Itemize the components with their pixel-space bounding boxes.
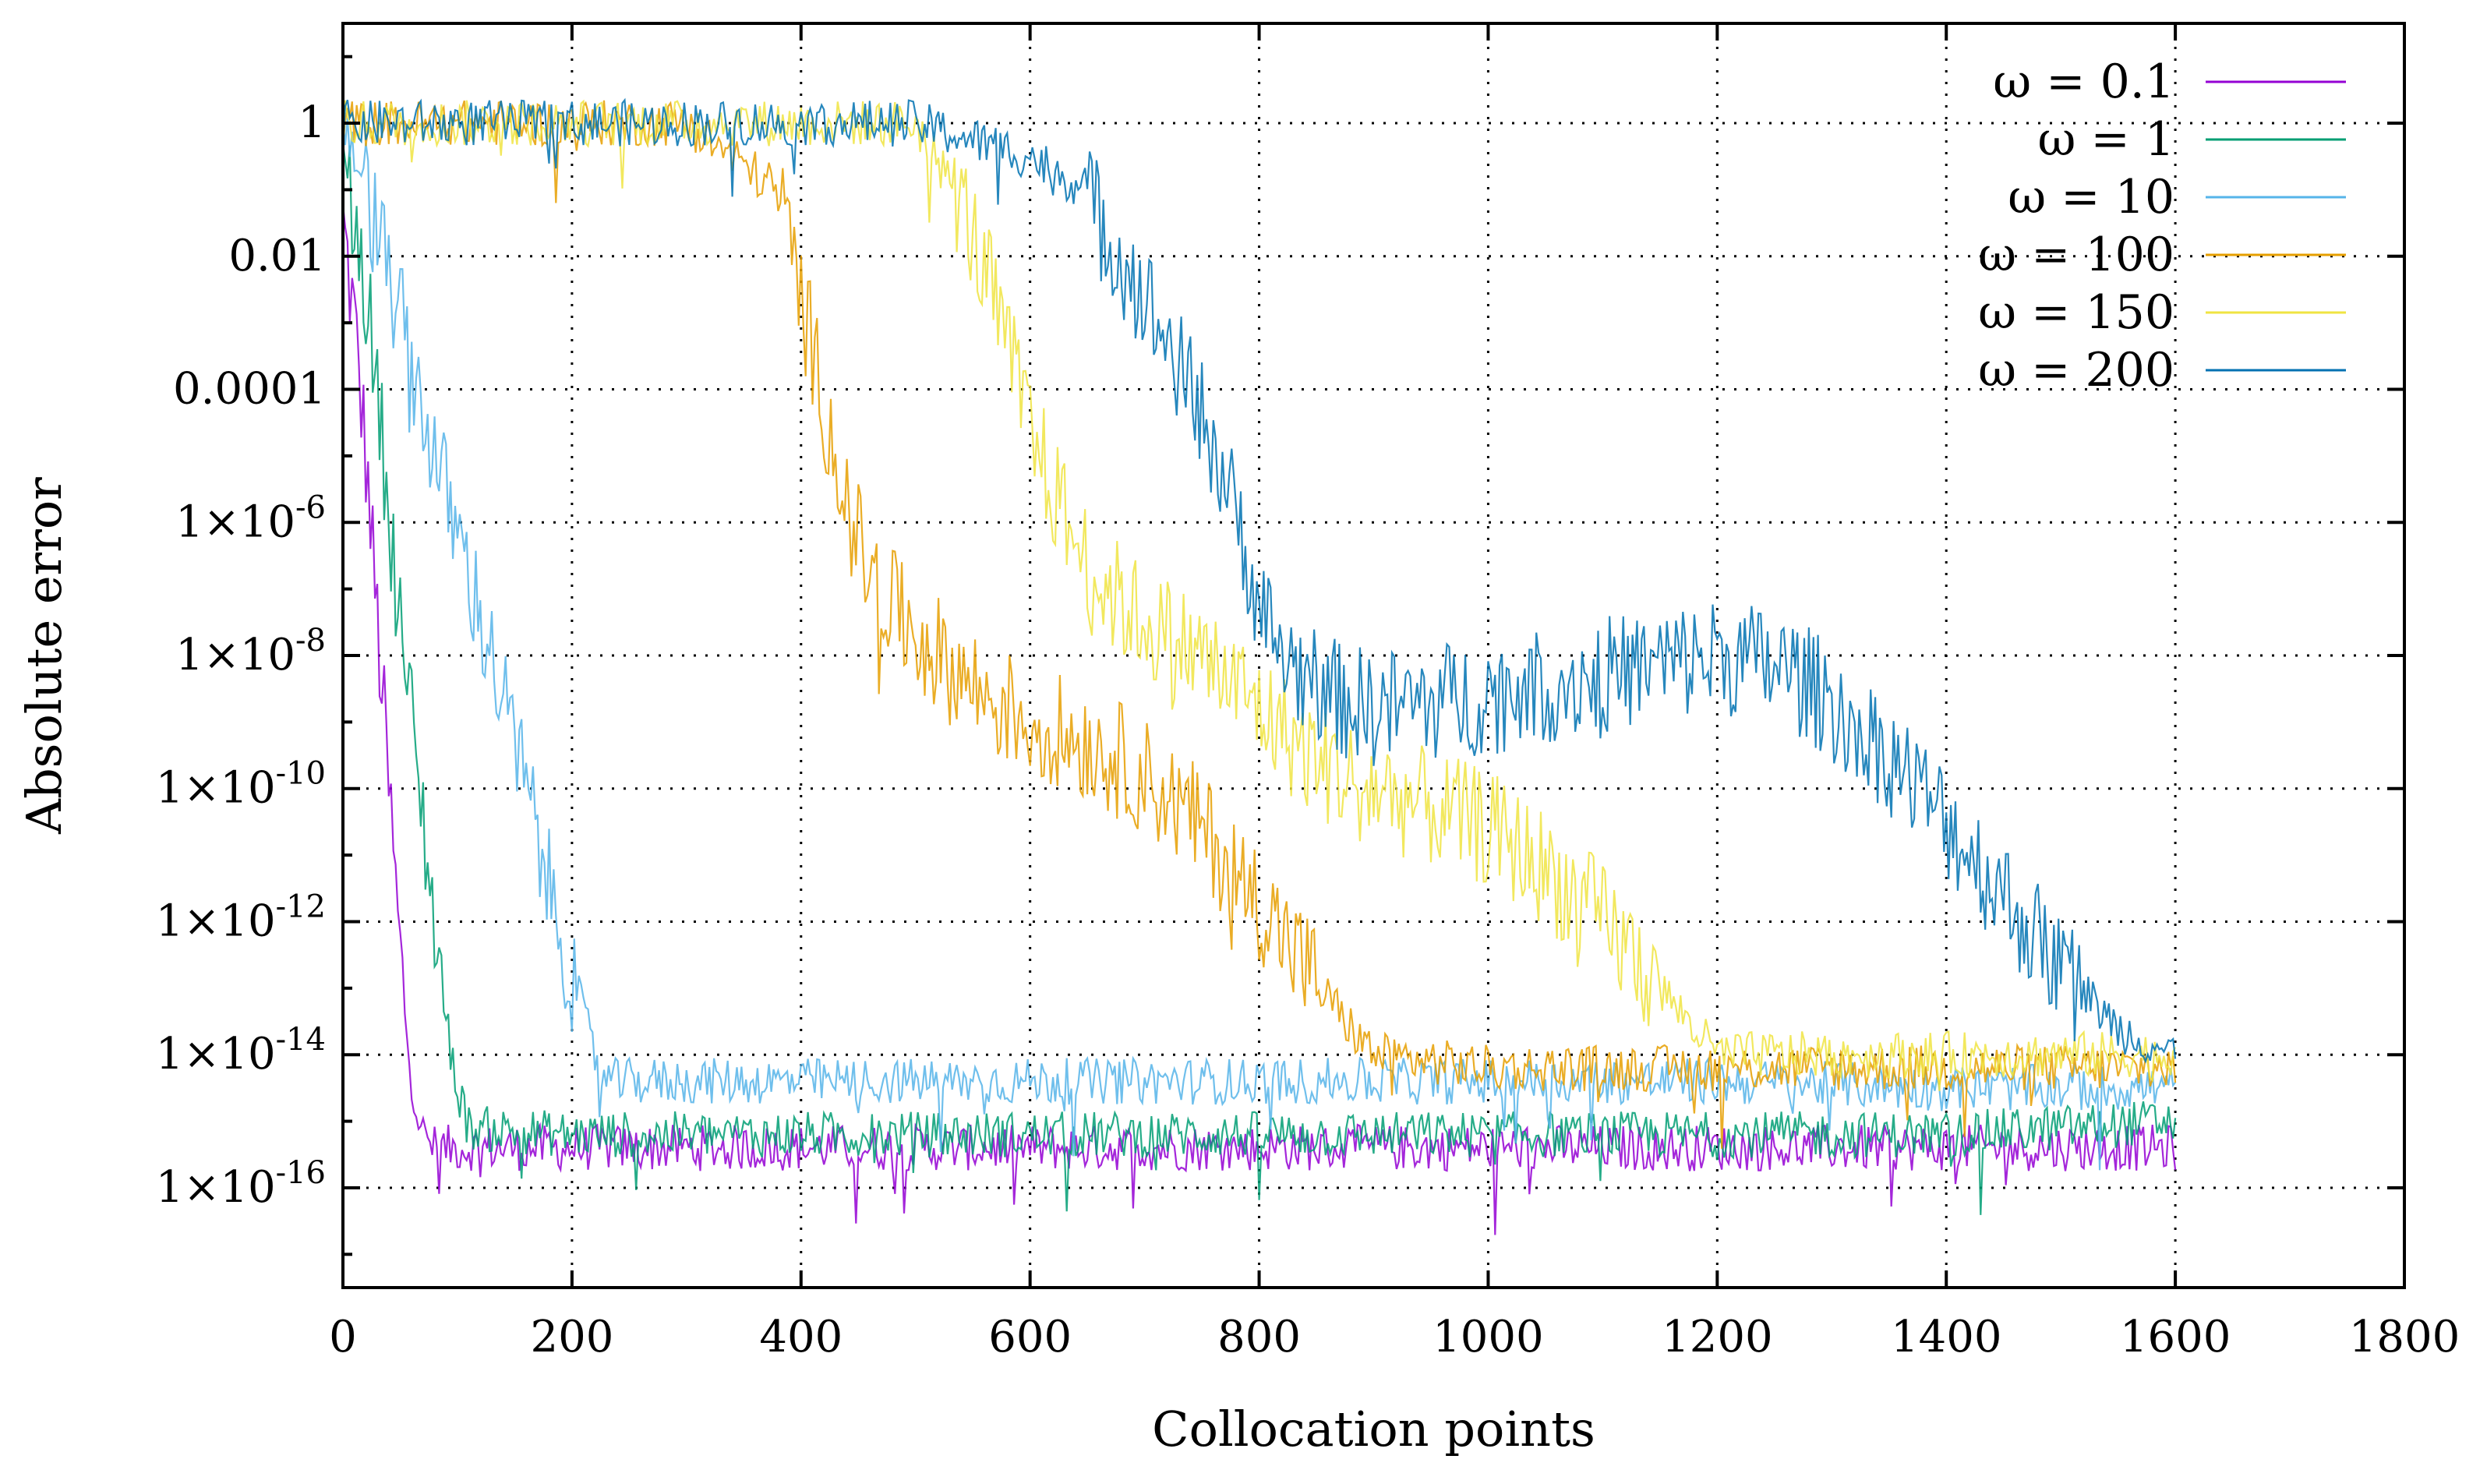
y-tick-label: 1×10-10: [156, 756, 326, 814]
y-tick-exponent: -10: [276, 756, 326, 792]
y-tick-exponent: -16: [276, 1155, 326, 1191]
y-tick-mantissa: 1×10: [175, 496, 295, 547]
x-tick-label: 200: [530, 1312, 613, 1362]
x-tick-label: 0: [329, 1312, 357, 1362]
y-tick-exponent: -8: [295, 623, 326, 659]
plot-frame: [341, 22, 2406, 1289]
legend-label: ω = 1: [2037, 112, 2174, 167]
legend-label: ω = 10: [2008, 170, 2174, 224]
x-tick-label: 600: [988, 1312, 1072, 1362]
series-line-4: [341, 99, 2177, 1091]
y-tick-mantissa: 1×10: [156, 763, 276, 814]
series-line-1: [341, 143, 2177, 1215]
legend-label: ω = 150: [1978, 285, 2174, 340]
legend-label: ω = 200: [1978, 343, 2174, 398]
y-tick-label: 1×10-6: [175, 489, 326, 547]
y-tick-exponent: -14: [276, 1022, 326, 1058]
y-tick-mantissa: 0.0001: [173, 364, 326, 415]
y-tick-exponent: -12: [276, 889, 326, 924]
y-tick-mantissa: 1×10: [156, 1162, 276, 1213]
y-tick-mantissa: 1×10: [156, 896, 276, 946]
x-tick-label: 800: [1217, 1312, 1301, 1362]
x-axis-title: Collocation points: [1152, 1401, 1595, 1458]
series-lines: [341, 97, 2177, 1235]
y-tick-mantissa: 1×10: [175, 630, 295, 680]
y-tick-label: 1×10-8: [175, 623, 326, 680]
x-tick-label: 1800: [2349, 1312, 2461, 1362]
legend-label: ω = 100: [1978, 228, 2174, 282]
y-tick-label: 1×10-16: [156, 1155, 326, 1213]
x-tick-label: 1400: [1891, 1312, 2002, 1362]
x-tick-label: 400: [759, 1312, 843, 1362]
series-line-2: [341, 118, 2176, 1171]
y-tick-label: 1×10-14: [156, 1022, 326, 1079]
y-tick-mantissa: 0.01: [228, 231, 326, 281]
grid-lines: [343, 23, 2404, 1288]
series-line-5: [341, 97, 2177, 1064]
legend-label: ω = 0.1: [1993, 55, 2174, 109]
x-tick-label: 1600: [2120, 1312, 2231, 1362]
y-tick-mantissa: 1: [298, 97, 326, 148]
y-tick-label: 1: [298, 97, 326, 148]
y-axis-title: Absolute error: [16, 477, 72, 835]
y-tick-label: 1×10-12: [156, 889, 326, 946]
y-tick-label: 0.01: [228, 231, 326, 281]
x-tick-label: 1000: [1432, 1312, 1544, 1362]
y-tick-label: 0.0001: [173, 364, 326, 415]
y-tick-exponent: -6: [295, 489, 326, 525]
axes: 0 200 400 600 800 1000 1200 1400 1600 1800 1 0.01 0.…: [156, 22, 2461, 1362]
x-tick-label: 1200: [1662, 1312, 1773, 1362]
y-tick-mantissa: 1×10: [156, 1029, 276, 1079]
